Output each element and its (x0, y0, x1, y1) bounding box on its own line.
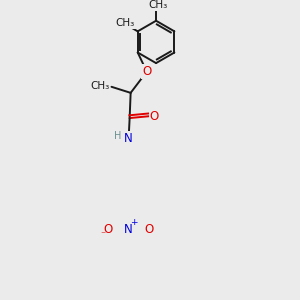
Text: ⁻: ⁻ (100, 231, 105, 241)
Text: H: H (114, 131, 121, 141)
Text: CH₃: CH₃ (116, 18, 135, 28)
Text: O: O (150, 110, 159, 122)
Text: CH₃: CH₃ (90, 81, 110, 91)
Text: +: + (130, 218, 137, 227)
Text: N: N (124, 223, 133, 236)
Text: O: O (144, 223, 153, 236)
Text: O: O (142, 65, 152, 78)
Text: O: O (104, 223, 113, 236)
Text: N: N (124, 132, 133, 145)
Text: CH₃: CH₃ (148, 0, 167, 10)
